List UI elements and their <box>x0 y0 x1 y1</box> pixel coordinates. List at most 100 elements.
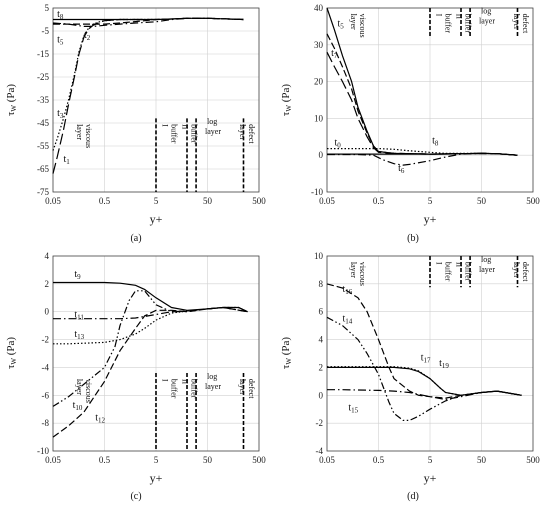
y-tick-label: -15 <box>37 49 49 59</box>
x-tick-label: 0.5 <box>99 196 111 206</box>
y-tick-label: -35 <box>37 95 49 105</box>
series-label-t3: t3 <box>57 108 64 120</box>
region-label: log layer <box>205 372 221 391</box>
series-label-index: 17 <box>423 356 431 364</box>
y-axis-title: τW (Pa) <box>280 337 293 369</box>
x-tick-label: 50 <box>477 196 487 206</box>
region-label-line: layer <box>205 127 221 136</box>
region-label-line: viscous <box>84 124 93 148</box>
series-label-index: 5 <box>340 22 344 30</box>
x-tick-label: 50 <box>203 196 213 206</box>
series-label-letter: t <box>348 403 351 414</box>
x-tick-label: 5 <box>154 455 159 465</box>
series-label-t8: t8 <box>57 9 64 21</box>
x-tick-label: 50 <box>203 455 213 465</box>
series-line-unlabeled <box>326 7 518 156</box>
series-label-t8: t8 <box>432 135 439 147</box>
series-label-index: 8 <box>435 139 439 147</box>
series-label-letter: t <box>439 358 442 369</box>
region-label-line: defect <box>521 262 530 282</box>
series-label-index: 10 <box>75 404 83 412</box>
y-axis-title-symbol: τ <box>5 111 17 116</box>
region-label: bufferI <box>435 262 453 282</box>
y-tick-label: -2 <box>316 418 324 428</box>
series-label-t15: t15 <box>348 403 358 415</box>
series-label-index: 6 <box>401 167 405 175</box>
series-label-index: 2 <box>87 34 91 42</box>
region-label: viscouslayer <box>75 124 93 148</box>
panel-label: (b) <box>407 233 419 244</box>
y-tick-label: 5 <box>45 3 50 13</box>
region-label-line: II <box>455 14 464 20</box>
region-label-line: log <box>207 372 217 381</box>
series-label-index: 9 <box>77 273 81 281</box>
series-line-t3 <box>52 17 244 151</box>
y-axis-title: τW (Pa) <box>5 337 18 369</box>
series-label-index: 16 <box>345 288 353 296</box>
region-label-line: buffer <box>190 379 199 399</box>
y-tick-label: 20 <box>314 77 324 87</box>
region-label-line: viscous <box>358 262 367 286</box>
y-tick-label: -8 <box>42 418 50 428</box>
y-axis-title: τW (Pa) <box>5 84 18 116</box>
region-label-line: I <box>435 262 444 265</box>
series-label-letter: t <box>74 309 77 320</box>
y-axis-title: τW (Pa) <box>280 84 293 116</box>
region-label-line: buffer <box>444 14 453 34</box>
series-line-t13 <box>53 306 248 345</box>
x-tick-label: 500 <box>526 455 540 465</box>
region-label-line: buffer <box>444 262 453 282</box>
series-label-index: 15 <box>351 407 359 415</box>
series-label-t16: t16 <box>343 284 353 296</box>
y-tick-label: 0 <box>319 150 324 160</box>
x-axis-title: y+ <box>150 471 163 485</box>
region-label-line: log <box>481 255 491 264</box>
series-line-t15 <box>327 389 522 401</box>
x-axis-title: y+ <box>150 212 163 226</box>
region-label-line: I <box>161 379 170 382</box>
region-label: bufferI <box>161 379 179 399</box>
region-label-line: layer <box>238 124 247 140</box>
region-label-line: layer <box>512 14 521 30</box>
region-label-line: II <box>455 262 464 268</box>
series-label-index: 8 <box>60 13 64 21</box>
series-label-letter: t <box>74 329 77 340</box>
series-label-letter: t <box>331 48 334 59</box>
series-label-letter: t <box>57 9 60 20</box>
series-label-letter: t <box>95 412 98 423</box>
region-label-line: buffer <box>464 262 473 282</box>
y-tick-label: 4 <box>319 335 324 345</box>
region-label-line: layer <box>75 379 84 395</box>
y-axis-title-sub: W <box>285 358 293 365</box>
series-label-index: 13 <box>77 333 85 341</box>
region-label-line: I <box>435 14 444 17</box>
series-label-letter: t <box>57 108 60 119</box>
series-label-index: 3 <box>60 112 64 120</box>
series-label-t2: t2 <box>84 30 91 42</box>
x-tick-label: 5 <box>428 196 433 206</box>
region-label: bufferII <box>455 14 473 34</box>
region-label-line: layer <box>512 262 521 278</box>
x-tick-label: 50 <box>477 455 487 465</box>
x-tick-label: 500 <box>526 196 540 206</box>
y-tick-label: -65 <box>37 164 49 174</box>
region-label-line: layer <box>205 382 221 391</box>
y-tick-label: 30 <box>314 40 324 50</box>
y-axis-title-sub: W <box>10 358 18 365</box>
y-tick-label: 10 <box>314 251 324 261</box>
region-label: bufferII <box>181 379 199 399</box>
region-label-line: layer <box>349 14 358 30</box>
x-tick-label: 0.05 <box>45 455 61 465</box>
x-tick-label: 0.05 <box>319 455 335 465</box>
panel-label: (c) <box>130 491 141 502</box>
series-label-t11: t11 <box>74 309 84 321</box>
series-label-t9: t9 <box>74 269 81 281</box>
y-axis-title-unit: (Pa) <box>280 337 292 358</box>
region-label: log layer <box>479 7 495 26</box>
series-label-letter: t <box>338 18 341 29</box>
region-label: defectlayer <box>512 262 530 282</box>
series-label-index: 19 <box>442 362 450 370</box>
region-label-line: layer <box>75 124 84 140</box>
